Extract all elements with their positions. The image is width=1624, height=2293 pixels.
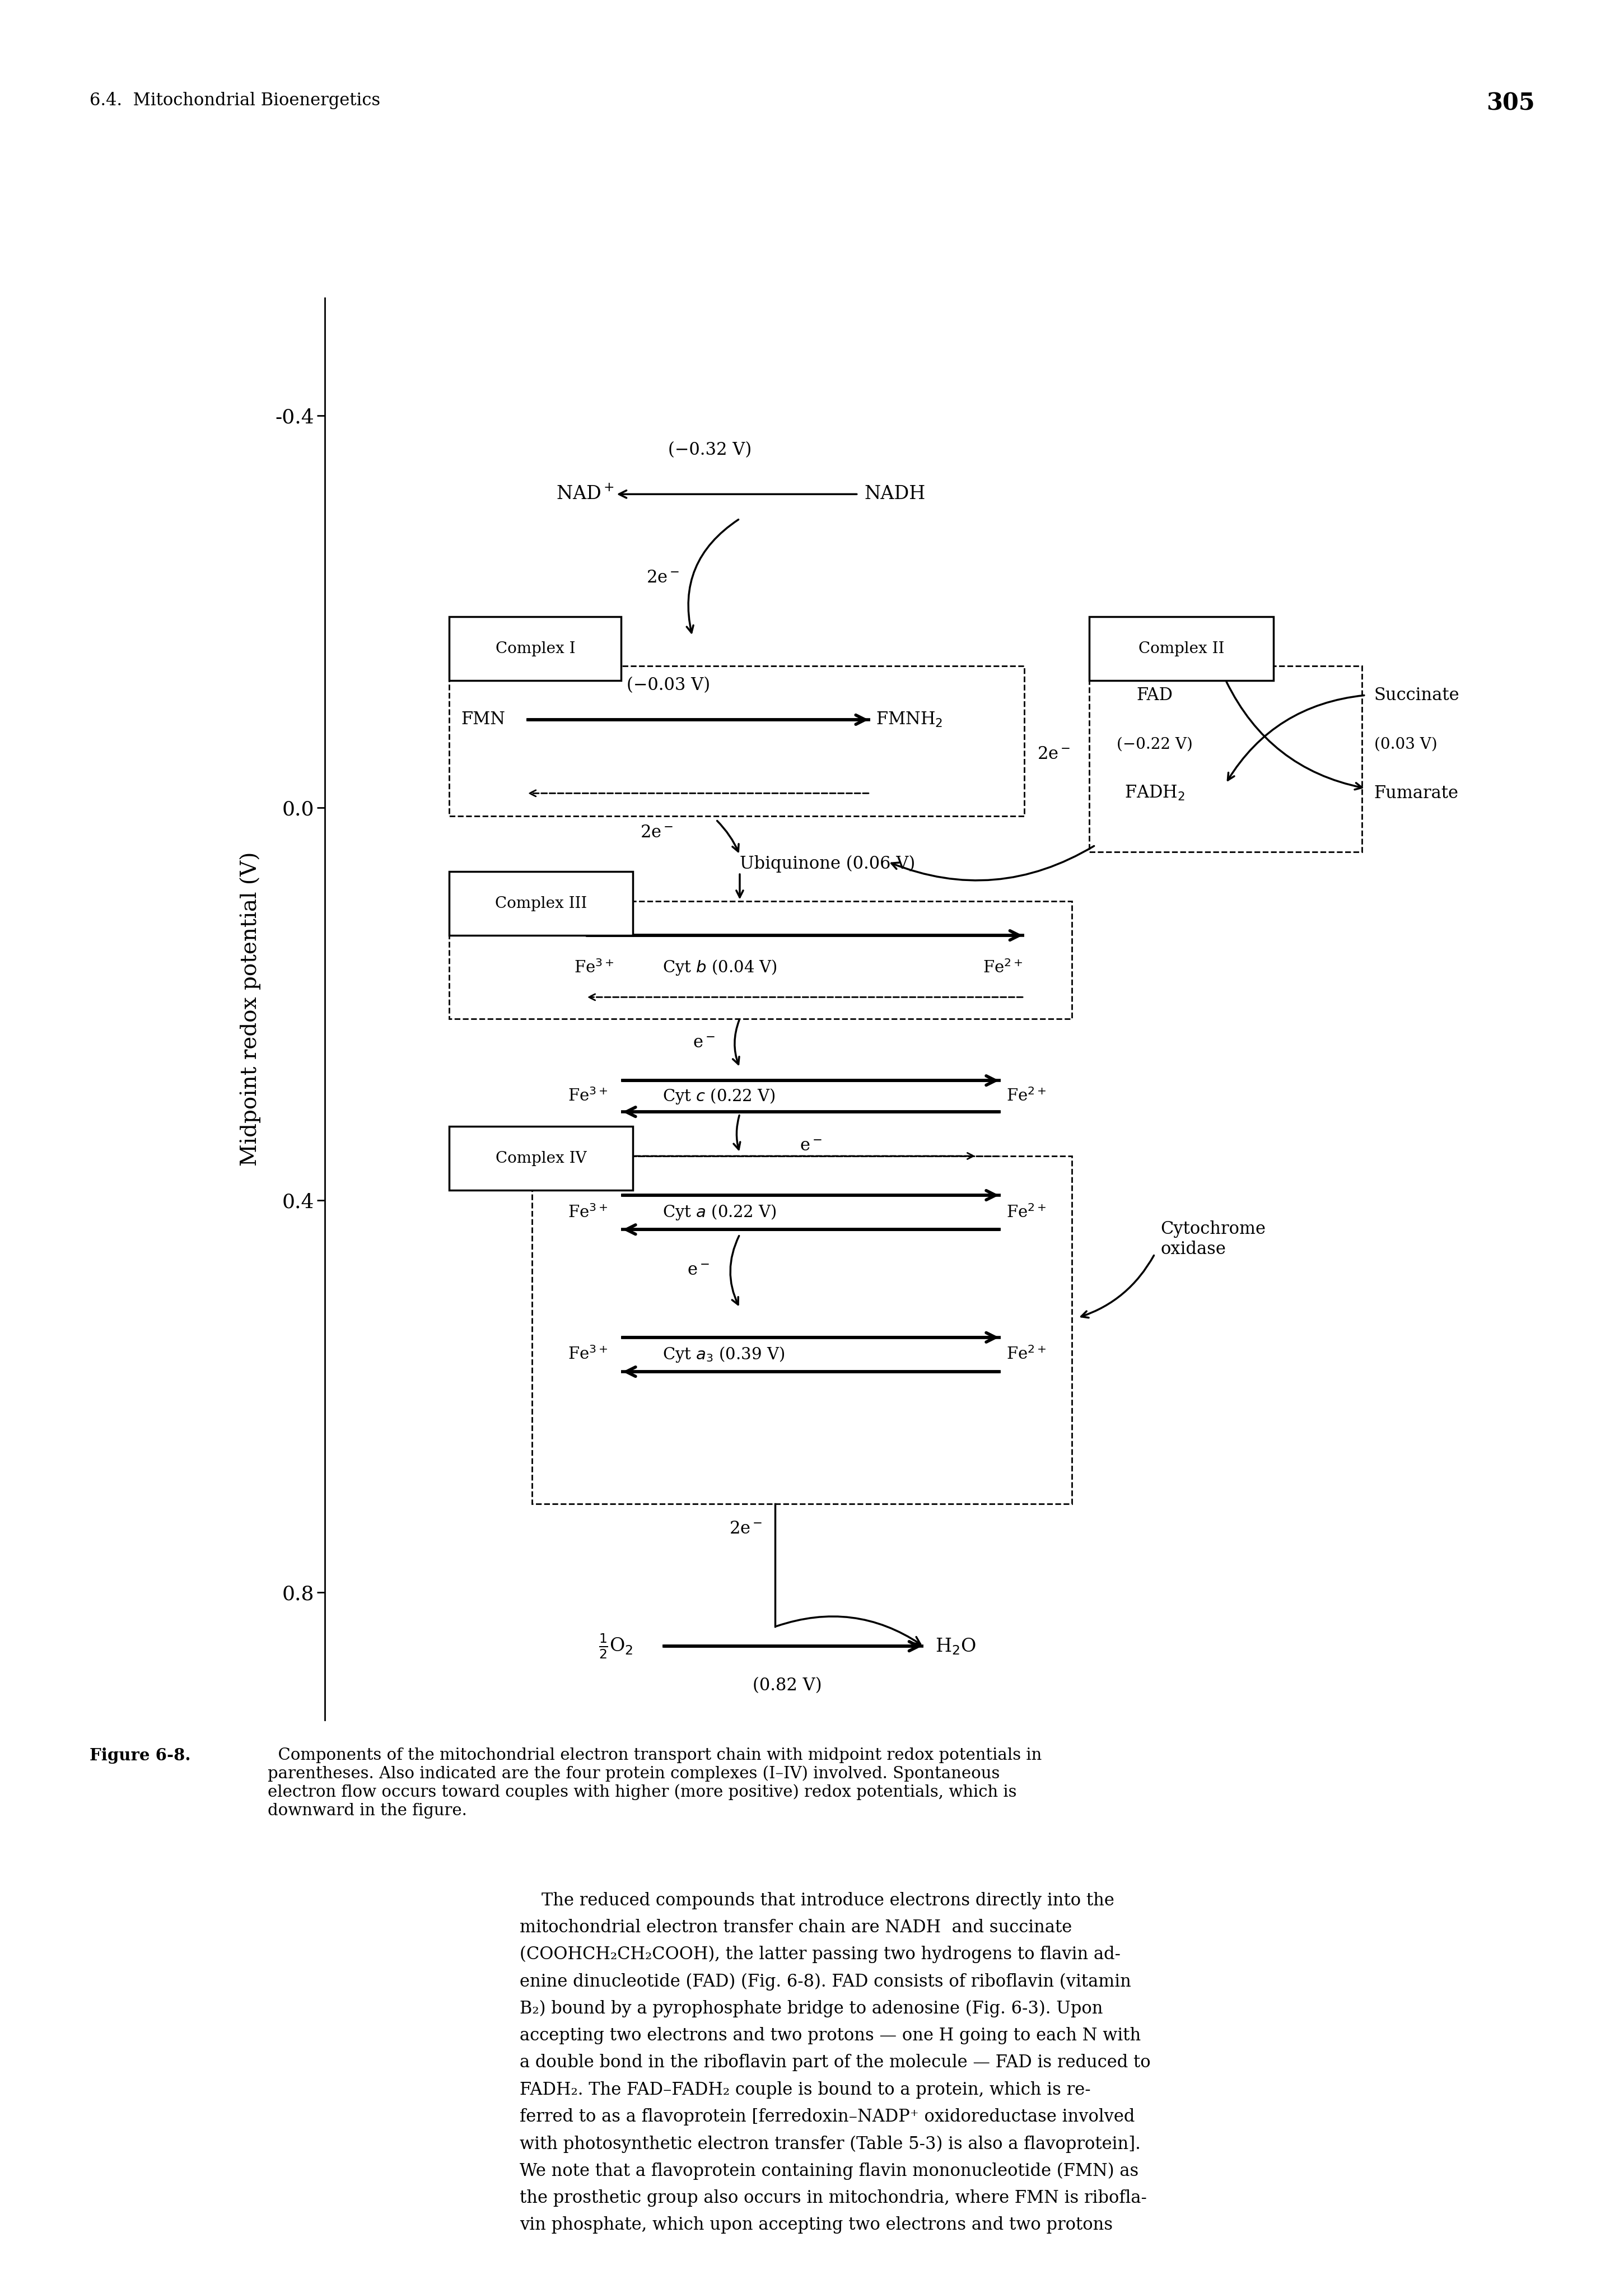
Text: e$^-$: e$^-$ (799, 1137, 822, 1156)
Text: Fe$^{3+}$: Fe$^{3+}$ (568, 1204, 607, 1220)
Text: FAD: FAD (1137, 686, 1173, 704)
Text: accepting two electrons and two protons — one H going to each N with: accepting two electrons and two protons … (520, 2027, 1140, 2045)
Text: Fe$^{2+}$: Fe$^{2+}$ (1007, 1087, 1046, 1105)
Text: 2e$^-$: 2e$^-$ (646, 569, 679, 587)
FancyArrowPatch shape (732, 1020, 739, 1064)
Text: Cytochrome
oxidase: Cytochrome oxidase (1161, 1220, 1265, 1259)
FancyArrowPatch shape (1082, 1254, 1155, 1318)
Text: NAD$^+$: NAD$^+$ (555, 486, 614, 502)
Text: The reduced compounds that introduce electrons directly into the: The reduced compounds that introduce ele… (520, 1892, 1114, 1910)
FancyArrowPatch shape (892, 846, 1095, 881)
Y-axis label: Midpoint redox potential (V): Midpoint redox potential (V) (240, 851, 261, 1167)
Text: Fe$^{3+}$: Fe$^{3+}$ (568, 1087, 607, 1105)
Text: B₂) bound by a pyrophosphate bridge to adenosine (Fig. 6-3). Upon: B₂) bound by a pyrophosphate bridge to a… (520, 1999, 1103, 2018)
Text: ferred to as a flavoprotein [ferredoxin–NADP⁺ oxidoreductase involved: ferred to as a flavoprotein [ferredoxin–… (520, 2107, 1135, 2126)
Bar (450, 901, 1072, 1018)
Text: FMN: FMN (461, 711, 505, 729)
FancyArrowPatch shape (1228, 695, 1364, 780)
Text: H$_2$O: H$_2$O (935, 1637, 976, 1656)
FancyArrowPatch shape (736, 874, 744, 897)
Text: Fe$^{2+}$: Fe$^{2+}$ (1007, 1346, 1046, 1362)
Text: Fumarate: Fumarate (1374, 784, 1458, 803)
Text: FADH$_2$: FADH$_2$ (1124, 784, 1186, 803)
FancyArrowPatch shape (718, 821, 739, 851)
Text: NADH: NADH (864, 486, 926, 502)
Text: Complex II: Complex II (1138, 642, 1224, 656)
Text: 6.4.  Mitochondrial Bioenergetics: 6.4. Mitochondrial Bioenergetics (89, 92, 380, 110)
Text: the prosthetic group also occurs in mitochondria, where FMN is ribofla-: the prosthetic group also occurs in mito… (520, 2190, 1147, 2206)
Text: (−0.03 V): (−0.03 V) (627, 676, 710, 695)
Text: Ubiquinone (0.06 V): Ubiquinone (0.06 V) (739, 855, 916, 874)
Text: vin phosphate, which upon accepting two electrons and two protons: vin phosphate, which upon accepting two … (520, 2217, 1112, 2233)
Text: (0.03 V): (0.03 V) (1374, 736, 1437, 752)
Text: FADH₂. The FAD–FADH₂ couple is bound to a protein, which is re-: FADH₂. The FAD–FADH₂ couple is bound to … (520, 2082, 1091, 2098)
Text: Fe$^{2+}$: Fe$^{2+}$ (983, 958, 1023, 977)
Text: Cyt $a$ (0.22 V): Cyt $a$ (0.22 V) (663, 1204, 776, 1222)
FancyArrowPatch shape (687, 521, 739, 633)
Text: Complex I: Complex I (495, 642, 575, 656)
Bar (1090, 665, 1363, 853)
Bar (533, 1156, 1072, 1504)
Text: (0.82 V): (0.82 V) (752, 1676, 822, 1695)
Bar (450, 1126, 633, 1190)
Bar (450, 617, 620, 681)
Text: Succinate: Succinate (1374, 686, 1460, 704)
Text: (COOHCH₂CH₂COOH), the latter passing two hydrogens to flavin ad-: (COOHCH₂CH₂COOH), the latter passing two… (520, 1947, 1121, 1963)
FancyArrowPatch shape (731, 1236, 739, 1305)
Text: Cyt $b$ (0.04 V): Cyt $b$ (0.04 V) (663, 958, 778, 977)
Text: Figure 6-8.: Figure 6-8. (89, 1747, 190, 1763)
FancyArrowPatch shape (734, 1114, 741, 1149)
Text: (−0.22 V): (−0.22 V) (1117, 736, 1192, 752)
Text: $\frac{1}{2}$O$_2$: $\frac{1}{2}$O$_2$ (599, 1633, 633, 1660)
Text: enine dinucleotide (FAD) (Fig. 6-8). FAD consists of riboflavin (vitamin: enine dinucleotide (FAD) (Fig. 6-8). FAD… (520, 1972, 1132, 1990)
Text: Components of the mitochondrial electron transport chain with midpoint redox pot: Components of the mitochondrial electron… (268, 1747, 1043, 1818)
Bar (450, 665, 1025, 816)
Text: e$^-$: e$^-$ (693, 1034, 716, 1052)
Text: Fe$^{2+}$: Fe$^{2+}$ (1007, 1204, 1046, 1220)
Text: Complex IV: Complex IV (495, 1151, 586, 1167)
FancyArrowPatch shape (1226, 681, 1363, 789)
FancyArrowPatch shape (776, 1617, 921, 1644)
Text: Fe$^{3+}$: Fe$^{3+}$ (573, 958, 614, 977)
Text: 2e$^-$: 2e$^-$ (640, 823, 674, 842)
Text: 305: 305 (1486, 92, 1535, 115)
Bar (1090, 617, 1273, 681)
Text: We note that a flavoprotein containing flavin mononucleotide (FMN) as: We note that a flavoprotein containing f… (520, 2162, 1138, 2181)
Text: (−0.32 V): (−0.32 V) (669, 440, 752, 459)
Text: Cyt $a_3$ (0.39 V): Cyt $a_3$ (0.39 V) (663, 1346, 784, 1364)
Text: FMNH$_2$: FMNH$_2$ (875, 711, 944, 729)
Text: with photosynthetic electron transfer (Table 5-3) is also a flavoprotein].: with photosynthetic electron transfer (T… (520, 2135, 1140, 2153)
Bar (450, 871, 633, 936)
Text: 2e$^-$: 2e$^-$ (1038, 745, 1070, 764)
Text: mitochondrial electron transfer chain are NADH  and succinate: mitochondrial electron transfer chain ar… (520, 1919, 1072, 1935)
Text: Complex III: Complex III (495, 897, 588, 910)
Text: a double bond in the riboflavin part of the molecule — FAD is reduced to: a double bond in the riboflavin part of … (520, 2055, 1150, 2071)
Text: 2e$^-$: 2e$^-$ (729, 1520, 762, 1536)
Text: Fe$^{3+}$: Fe$^{3+}$ (568, 1346, 607, 1362)
Text: Cyt $c$ (0.22 V): Cyt $c$ (0.22 V) (663, 1087, 776, 1105)
Text: e$^-$: e$^-$ (687, 1261, 710, 1279)
